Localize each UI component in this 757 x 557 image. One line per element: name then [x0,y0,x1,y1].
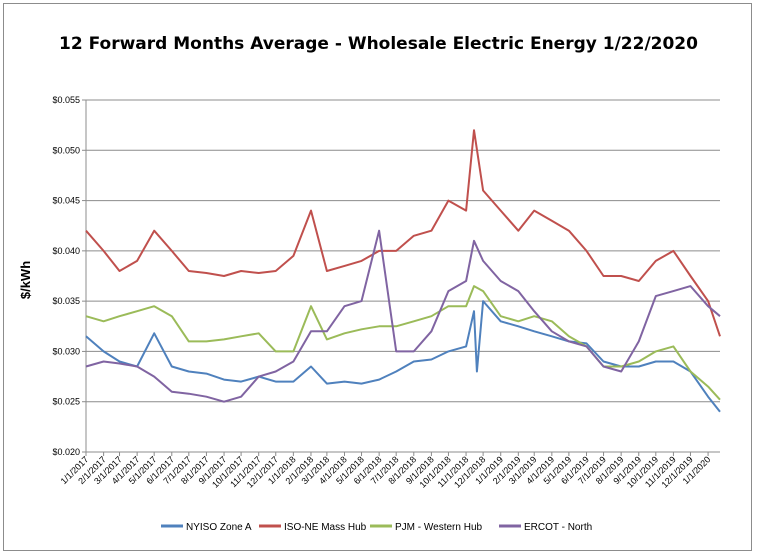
series-line [85,129,721,337]
chart-title: 12 Forward Months Average - Wholesale El… [59,34,698,54]
y-tick-label: $0.035 [52,296,80,306]
legend: NYISO Zone A ISO-NE Mass Hub PJM - Western… [161,522,592,533]
y-tick-label: $0.040 [52,246,80,256]
y-tick-label: $0.020 [52,447,80,457]
y-axis-label: $/kWh [18,261,33,299]
legend-label: NYISO Zone A [186,522,252,533]
legend-label: ISO-NE Mass Hub [284,522,367,533]
legend-label: ERCOT - North [524,522,592,533]
series-line [85,300,721,413]
y-tick-label: $0.030 [52,346,80,356]
y-tick-label: $0.055 [52,95,80,105]
series-line [85,285,721,401]
x-axis-ticks: 1/1/20172/1/20173/1/20174/1/20175/1/2017… [59,452,712,490]
gridlines [85,99,720,453]
series-line [85,229,721,403]
y-tick-label: $0.045 [52,196,80,206]
series-lines [85,129,721,413]
y-axis-ticks: $0.020 $0.025 $0.030 $0.035 $0.040 $0.045 $0.0… [52,95,86,457]
legend-label: PJM - Western Hub [395,522,482,533]
y-tick-label: $0.050 [52,145,80,155]
y-tick-label: $0.025 [52,397,80,407]
